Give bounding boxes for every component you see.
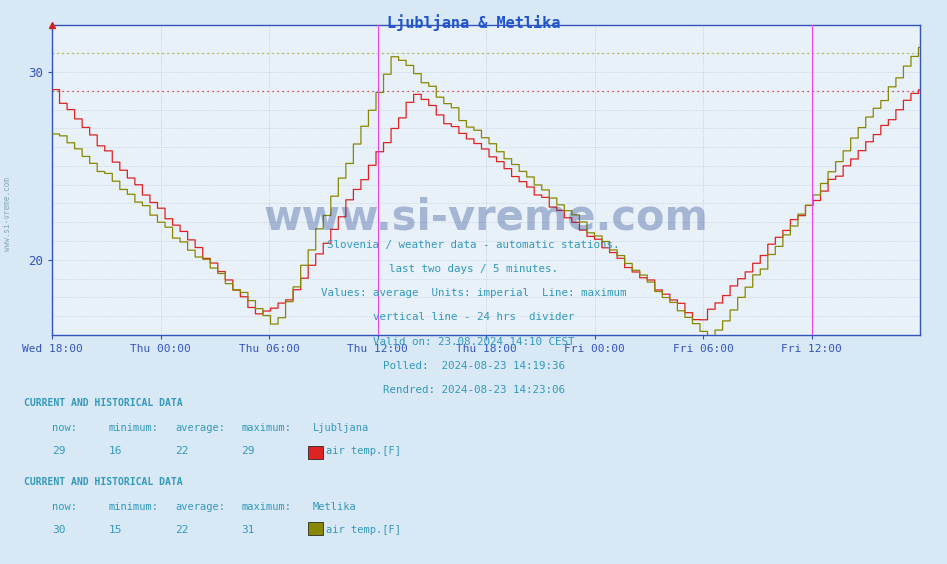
Text: minimum:: minimum: xyxy=(109,502,159,512)
Text: 22: 22 xyxy=(175,525,188,535)
Text: 29: 29 xyxy=(52,446,65,456)
Text: 30: 30 xyxy=(52,525,65,535)
Text: Valid on: 23.08.2024 14:10 CEST: Valid on: 23.08.2024 14:10 CEST xyxy=(373,337,574,347)
Text: 15: 15 xyxy=(109,525,122,535)
Text: average:: average: xyxy=(175,502,225,512)
Text: Metlika: Metlika xyxy=(313,502,356,512)
Text: Ljubljana: Ljubljana xyxy=(313,423,368,433)
Text: maximum:: maximum: xyxy=(241,423,292,433)
Text: now:: now: xyxy=(52,423,77,433)
Text: Rendred: 2024-08-23 14:23:06: Rendred: 2024-08-23 14:23:06 xyxy=(383,385,564,395)
Text: Ljubljana & Metlika: Ljubljana & Metlika xyxy=(386,14,561,31)
Text: 29: 29 xyxy=(241,446,255,456)
Text: www.si-vreme.com: www.si-vreme.com xyxy=(263,196,708,238)
Text: CURRENT AND HISTORICAL DATA: CURRENT AND HISTORICAL DATA xyxy=(24,477,183,487)
Text: last two days / 5 minutes.: last two days / 5 minutes. xyxy=(389,264,558,274)
Text: 22: 22 xyxy=(175,446,188,456)
Text: Polled:  2024-08-23 14:19:36: Polled: 2024-08-23 14:19:36 xyxy=(383,361,564,371)
Text: vertical line - 24 hrs  divider: vertical line - 24 hrs divider xyxy=(373,312,574,323)
Text: Slovenia / weather data - automatic stations.: Slovenia / weather data - automatic stat… xyxy=(328,240,619,250)
Text: Values: average  Units: imperial  Line: maximum: Values: average Units: imperial Line: ma… xyxy=(321,288,626,298)
Text: 31: 31 xyxy=(241,525,255,535)
Text: now:: now: xyxy=(52,502,77,512)
Text: average:: average: xyxy=(175,423,225,433)
Text: air temp.[F]: air temp.[F] xyxy=(326,446,401,456)
Text: air temp.[F]: air temp.[F] xyxy=(326,525,401,535)
Text: 16: 16 xyxy=(109,446,122,456)
Text: minimum:: minimum: xyxy=(109,423,159,433)
Text: www.si-vreme.com: www.si-vreme.com xyxy=(3,177,12,252)
Text: maximum:: maximum: xyxy=(241,502,292,512)
Text: CURRENT AND HISTORICAL DATA: CURRENT AND HISTORICAL DATA xyxy=(24,398,183,408)
